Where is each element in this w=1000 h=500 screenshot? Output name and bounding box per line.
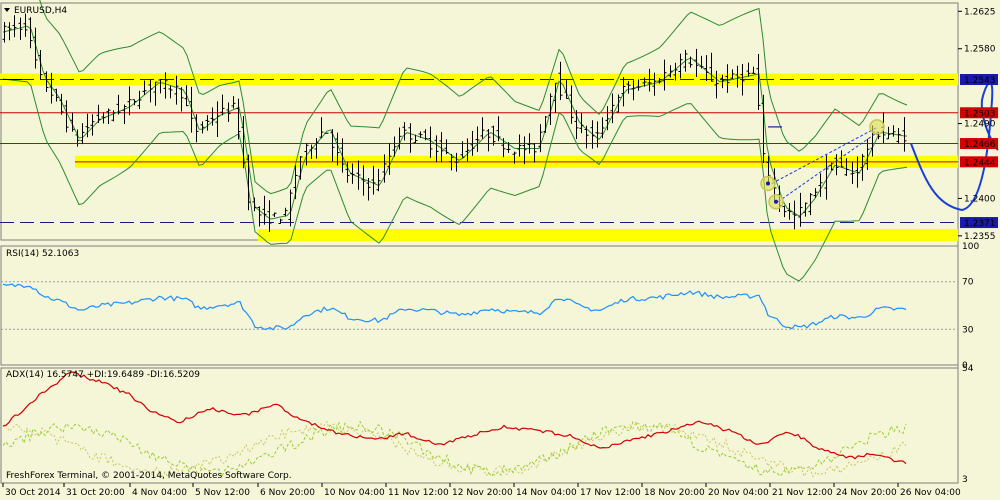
adx-tick-label: 54 (962, 364, 974, 374)
time-tick-label: 26 Nov 04:00 (900, 488, 961, 498)
rsi-label: RSI(14) 52.1063 (6, 249, 79, 259)
price-marker-box (960, 107, 998, 119)
time-tick-label: 14 Nov 04:00 (516, 488, 577, 498)
adx-pane (0, 367, 959, 484)
time-tick-label: 11 Nov 12:00 (388, 488, 449, 498)
price-tick-label: 1.2400 (964, 194, 996, 204)
time-tick-label: 12 Nov 20:00 (452, 488, 513, 498)
price-marker-box (960, 156, 998, 168)
price-marker-box (960, 217, 998, 229)
bollinger-upper (39, 0, 908, 195)
di-minus-line (2, 420, 907, 479)
price-marker-label: 1.2444 (964, 158, 996, 168)
time-tick-label: 17 Nov 12:00 (580, 488, 641, 498)
time-tick-label: 20 Nov 04:00 (708, 488, 769, 498)
adx-label: ADX(14) 16.5747 +DI:19.6489 -DI:16.5209 (6, 370, 200, 380)
price-tick-label: 1.2580 (964, 45, 996, 55)
trend-line-upper (771, 126, 879, 184)
time-tick-label: 30 Oct 2014 (5, 488, 61, 498)
time-tick-label: 4 Nov 04:00 (132, 488, 187, 498)
time-tick-label: 21 Nov 12:00 (772, 488, 833, 498)
symbol-label: EURUSD,H4 (14, 6, 67, 16)
price-tick-label: 1.2625 (964, 7, 996, 17)
highlight-circle (869, 119, 885, 135)
price-marker-box (960, 138, 998, 150)
time-tick-label: 5 Nov 12:00 (195, 488, 250, 498)
di-plus-line (2, 420, 907, 478)
price-marker-label: 1.2371 (964, 219, 996, 229)
adx-tick-label: 3 (962, 475, 968, 485)
price-bars (2, 13, 907, 233)
rsi-pane (0, 245, 959, 366)
price-marker-box (960, 74, 998, 86)
price-tick-label: 1.2355 (964, 232, 996, 242)
copyright-text: FreshForex Terminal, © 2001-2014, MetaQu… (6, 471, 292, 481)
price-marker-label: 1.2466 (964, 140, 996, 150)
support-resistance-zone (258, 229, 958, 242)
rsi-tick-label: 30 (962, 325, 974, 335)
price-marker-label: 1.2543 (964, 76, 996, 86)
rsi-tick-label: 100 (962, 242, 979, 252)
time-tick-label: 31 Oct 20:00 (66, 488, 125, 498)
rsi-tick-label: 70 (962, 278, 974, 288)
time-tick-label: 18 Nov 20:00 (644, 488, 705, 498)
time-tick-label: 6 Nov 20:00 (260, 488, 315, 498)
time-tick-label: 10 Nov 04:00 (324, 488, 385, 498)
price-tick-label: 1.2490 (964, 120, 996, 130)
dropdown-triangle-icon[interactable] (4, 8, 10, 12)
bollinger-middle (2, 25, 908, 220)
trend-line-lower (777, 131, 879, 203)
price-marker-label: 1.2503 (964, 109, 996, 119)
pivot-dot (766, 181, 770, 186)
time-tick-label: 24 Nov 20:00 (836, 488, 897, 498)
bollinger-lower (2, 78, 908, 282)
rsi-line (2, 283, 907, 331)
rsi-tick-label: 0 (962, 361, 968, 371)
adx-line (2, 371, 907, 465)
pivot-dot (774, 199, 778, 204)
